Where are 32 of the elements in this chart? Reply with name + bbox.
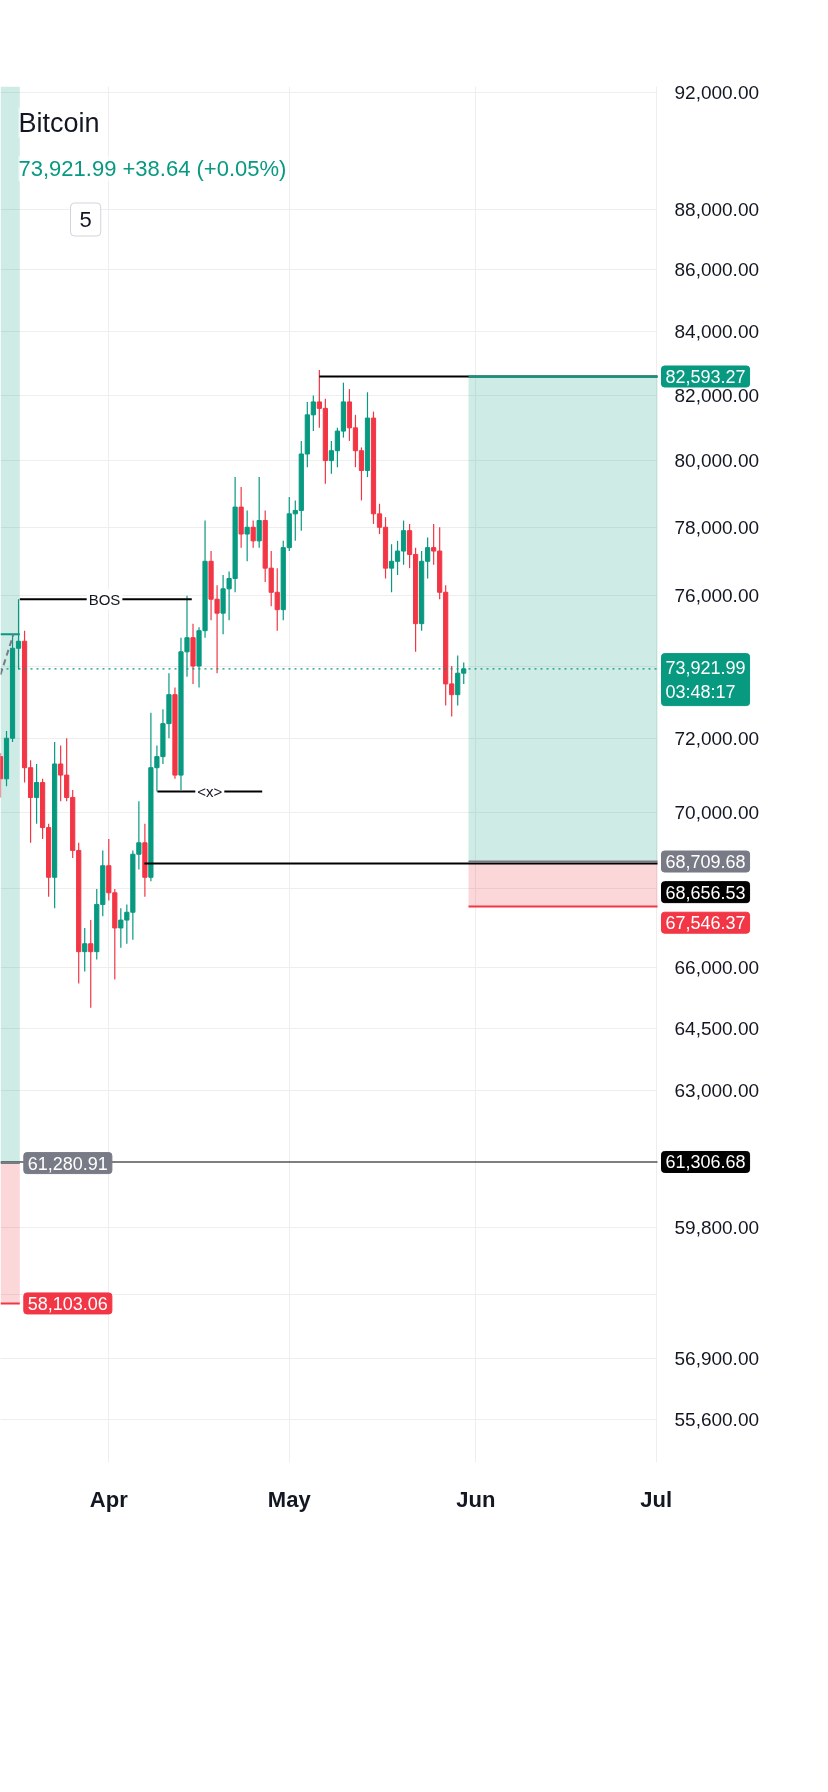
data-label: 58,103.06 [27,1293,108,1314]
data-label: 61,280.91 [27,1153,108,1174]
text: 73,921.99 +38.64 (+0.05%) [18,156,287,181]
annotation: BOS [88,590,121,608]
y-tick-label: 70,000.00 [674,802,760,823]
x-tick-label: Jul [640,1486,673,1512]
annotation: <x> [197,783,223,800]
annotation: 5 [79,207,92,232]
y-tick-label: 56,900.00 [674,1348,760,1370]
y-tick-label: 76,000.00 [674,585,760,607]
ref-line-label: 73,921.99 03:48:17 [665,657,746,702]
y-tick-label: 80,000.00 [674,450,760,472]
y-tick-label: 84,000.00 [674,321,760,343]
y-tick-label: 78,000.00 [674,516,760,538]
ref-line-label: 61,306.68 [665,1152,746,1173]
x-tick-label: May [267,1486,312,1512]
y-tick-label: 88,000.00 [674,198,760,220]
y-tick-label: 72,000.00 [674,727,760,749]
y-tick-label: 55,600.00 [674,1408,760,1430]
x-tick-label: Apr [89,1486,129,1512]
y-tick-label: 66,000.00 [674,957,760,979]
data-label: 67,546.37 [665,913,746,934]
y-tick-label: 92,000.00 [674,81,760,103]
text: Bitcoin [18,107,100,138]
y-tick-label: 86,000.00 [674,259,760,281]
y-tick-label: 59,800.00 [674,1217,760,1239]
data-label: 68,709.68 [665,852,746,873]
data-label: 68,656.53 [665,882,746,903]
y-tick-label: 63,000.00 [674,1079,760,1101]
y-tick-label: 64,500.00 [674,1017,760,1039]
x-tick-label: Jun [456,1486,496,1512]
data-label: 82,593.27 [665,366,746,387]
